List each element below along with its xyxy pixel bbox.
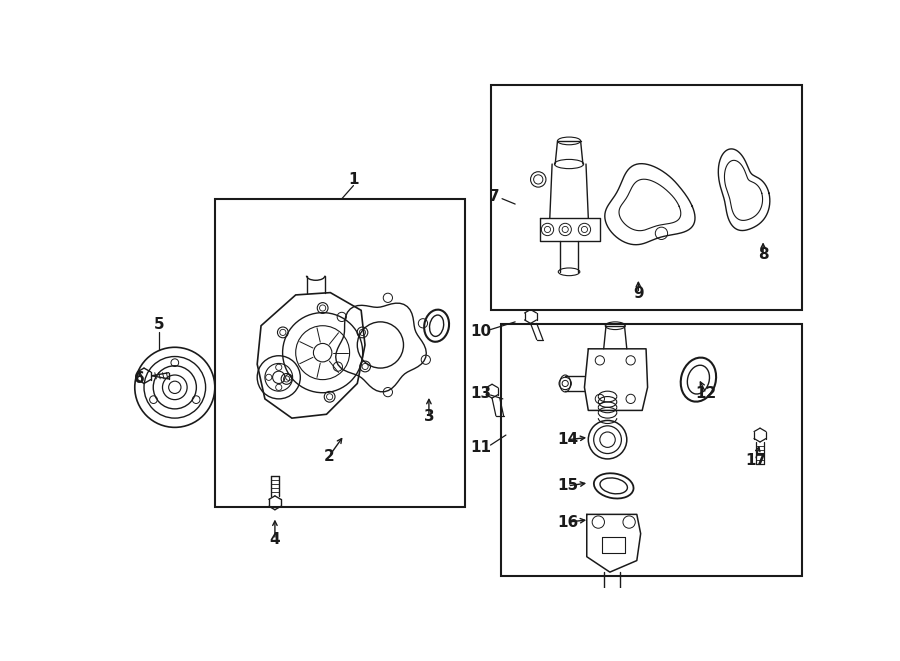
Text: 10: 10 (470, 325, 491, 339)
Text: 13: 13 (470, 386, 491, 401)
Text: 11: 11 (470, 440, 491, 455)
Text: 2: 2 (323, 449, 334, 464)
Text: 16: 16 (557, 514, 578, 529)
Text: 15: 15 (557, 479, 578, 493)
Text: 7: 7 (489, 189, 500, 204)
Text: 5: 5 (153, 317, 164, 332)
Text: 9: 9 (633, 286, 643, 301)
Text: 14: 14 (557, 432, 578, 447)
Text: 17: 17 (745, 453, 766, 468)
Text: 4: 4 (270, 532, 280, 547)
Bar (215, 199, 465, 507)
Bar (501, 324, 803, 576)
Text: 3: 3 (424, 409, 434, 424)
Text: 12: 12 (696, 386, 716, 401)
Bar (491, 85, 803, 310)
Text: 8: 8 (758, 247, 769, 262)
Text: 1: 1 (348, 172, 359, 187)
Text: 6: 6 (134, 371, 145, 385)
